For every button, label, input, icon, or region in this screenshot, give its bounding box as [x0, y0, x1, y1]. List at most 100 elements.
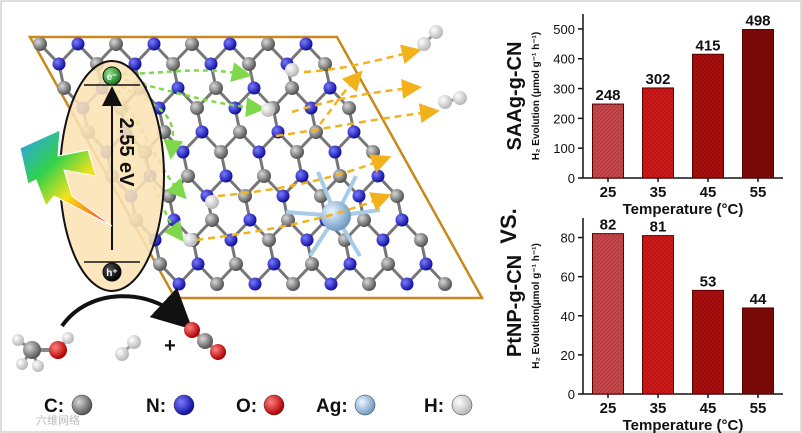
atom-legend: C: N: O: Ag: H: [44, 394, 473, 417]
nitrogen-atom [300, 233, 314, 247]
carbon-atom [153, 257, 167, 271]
product-co [184, 322, 226, 360]
nitrogen-atom [324, 277, 338, 291]
nitrogen-atom [376, 233, 390, 247]
nitrogen-atom [276, 189, 290, 203]
carbon-atom [238, 189, 252, 203]
nitrogen-atom [52, 57, 66, 71]
series-side-label: SAAg-g-CN [504, 42, 526, 151]
carbon-atom [357, 213, 371, 227]
nitrogen-atom [371, 169, 385, 183]
carbon-atom [33, 37, 47, 51]
carbon-atom [309, 125, 323, 139]
bar-texture [642, 235, 674, 394]
nitrogen-atom [147, 37, 161, 51]
x-axis-title: Temperature (°C) [623, 201, 744, 218]
bar-texture [592, 233, 624, 394]
legend-label: Ag: [316, 396, 348, 417]
y-tick-label: 200 [553, 111, 575, 126]
bar-value-label: 53 [700, 273, 717, 290]
hole-label: h⁺ [106, 268, 117, 279]
light-bolt-icon [19, 129, 113, 227]
carbon-atom [190, 101, 204, 115]
nitrogen-atom [419, 257, 433, 271]
nitrogen-atom [243, 213, 257, 227]
nitrogen-atom [224, 233, 238, 247]
plus-sign: + [164, 335, 176, 357]
nitrogen-atom [247, 81, 261, 95]
y-tick-label: 400 [553, 52, 575, 67]
legend-atom-icon [173, 394, 195, 416]
carbon-atom [57, 81, 71, 95]
nitrogen-atom [195, 125, 209, 139]
x-tick-label: 35 [650, 400, 667, 417]
carbon-atom [233, 125, 247, 139]
carbon-atom [209, 81, 223, 95]
electron-label: e⁻ [107, 72, 118, 83]
methanol-molecule [12, 332, 74, 372]
legend-atom-icon [71, 394, 93, 416]
carbon-atom [185, 37, 199, 51]
nitrogen-atom [223, 37, 237, 51]
y-tick-label: 100 [553, 141, 575, 156]
y-tick-label: 0 [568, 387, 575, 402]
x-tick-label: 55 [750, 184, 767, 201]
carbon-atom [181, 169, 195, 183]
carbon-atom [390, 189, 404, 203]
adsorbed-h-atoms [183, 63, 299, 247]
carbon-atom [214, 145, 228, 159]
nitrogen-atom [304, 101, 318, 115]
x-tick-label: 45 [700, 400, 717, 417]
ag-single-atom [285, 171, 381, 258]
bar-texture [592, 104, 624, 178]
product-h2 [115, 335, 141, 361]
legend-atom-icon [263, 394, 285, 416]
band-gap-value: 2.55 eV [115, 118, 137, 188]
carbon-atom [414, 233, 428, 247]
nitrogen-atom [71, 37, 85, 51]
nitrogen-atom [176, 145, 190, 159]
bar-texture [692, 54, 724, 178]
y-tick-label: 300 [553, 82, 575, 97]
x-axis-title: Temperature (°C) [623, 417, 744, 433]
carbon-atom [438, 277, 452, 291]
legend-label: H: [424, 396, 444, 417]
bar-value-label: 302 [645, 71, 670, 88]
y-axis-title: H₂ Evolution (μmol g⁻¹ h⁻¹) [531, 32, 542, 160]
nitrogen-atom [328, 145, 342, 159]
bar-value-label: 498 [745, 13, 770, 30]
legend-label: N: [146, 396, 166, 417]
series-side-label: PtNP-g-CN [504, 255, 526, 357]
hole-symbol [102, 262, 122, 282]
y-tick-label: 80 [561, 231, 575, 246]
nitrogen-atom [228, 101, 242, 115]
nitrogen-atom [248, 277, 262, 291]
bar-value-label: 82 [600, 217, 617, 234]
carbon-atom [262, 233, 276, 247]
legend-atom-icon [451, 394, 473, 416]
y-tick-label: 40 [561, 309, 575, 324]
bar-texture [692, 290, 724, 394]
ptnp-chart: 0 20 40 60 80 82 25 81 35 53 45 44 55 Temperature (°C… [504, 217, 783, 433]
saag-chart: 0 100 200 300 400 500 248 25 302 35 415 45 498 55 Temp… [504, 13, 783, 218]
bar-value-label: 248 [595, 87, 620, 104]
reaction-arrow [60, 287, 193, 330]
carbon-atom [318, 57, 332, 71]
carbon-atom [229, 257, 243, 271]
carbon-atom [205, 213, 219, 227]
legend-atom-icon [354, 394, 376, 416]
carbon-atom [305, 257, 319, 271]
nitrogen-atom [128, 57, 142, 71]
carbon-atom [210, 277, 224, 291]
nitrogen-atom [347, 125, 361, 139]
nitrogen-atom [400, 277, 414, 291]
carbon-atom [362, 277, 376, 291]
h2-molecules-released [417, 25, 467, 109]
bar-texture [742, 29, 774, 178]
carbon-atom [333, 169, 347, 183]
x-tick-label: 45 [700, 184, 717, 201]
nitrogen-atom [219, 169, 233, 183]
bar-value-label: 81 [650, 219, 667, 236]
